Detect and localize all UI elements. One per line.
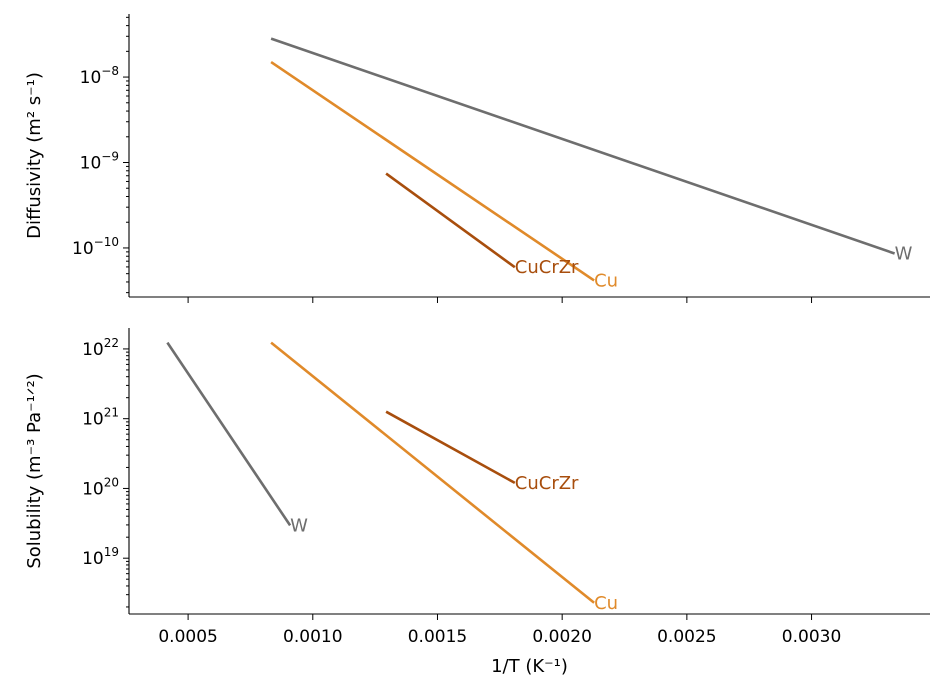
x-tick-label: 0.0025 — [657, 627, 716, 647]
x-tick-label: 0.0020 — [532, 627, 591, 647]
series-label-cucrzr: CuCrZr — [515, 473, 579, 494]
series-line-cu — [270, 61, 595, 282]
y-axis-label: Solubility (m⁻³ Pa⁻¹ᐟ²) — [24, 373, 45, 568]
diffusivity-panel: 10−8 10−9 10−10 Diffusivity (m² s⁻¹) W Cu CuCr… — [24, 14, 930, 303]
series-label-w: W — [290, 515, 308, 536]
y-tick-label: 1022 — [82, 336, 119, 360]
y-tick-label: 10−10 — [72, 235, 119, 259]
x-axis-label: 1/T (K⁻¹) — [491, 656, 568, 677]
y-tick-label: 10−8 — [80, 64, 119, 88]
solubility-panel: 1022 1021 1020 1019 0.0005 0.0010 0.0015 0.0020… — [24, 328, 930, 677]
series-line-cu — [270, 341, 595, 604]
series-line-cucrzr — [385, 410, 516, 485]
y-tick-label: 1021 — [82, 406, 119, 430]
x-tick-label: 0.0015 — [408, 627, 467, 647]
x-tick-label: 0.0005 — [158, 627, 217, 647]
series-label-cu: Cu — [594, 270, 618, 291]
y-tick-label: 10−9 — [80, 150, 119, 174]
y-tick-label: 1020 — [82, 475, 119, 499]
series-label-cu: Cu — [594, 593, 618, 614]
series-line-w — [166, 341, 292, 527]
series-line-cucrzr — [385, 172, 516, 269]
series-line-w — [270, 37, 896, 255]
x-tick-label: 0.0030 — [782, 627, 841, 647]
y-tick-label: 1019 — [82, 545, 119, 569]
series-label-cucrzr: CuCrZr — [515, 257, 579, 278]
x-tick-label: 0.0010 — [283, 627, 342, 647]
series-label-w: W — [895, 244, 913, 265]
y-axis-label: Diffusivity (m² s⁻¹) — [24, 72, 45, 239]
